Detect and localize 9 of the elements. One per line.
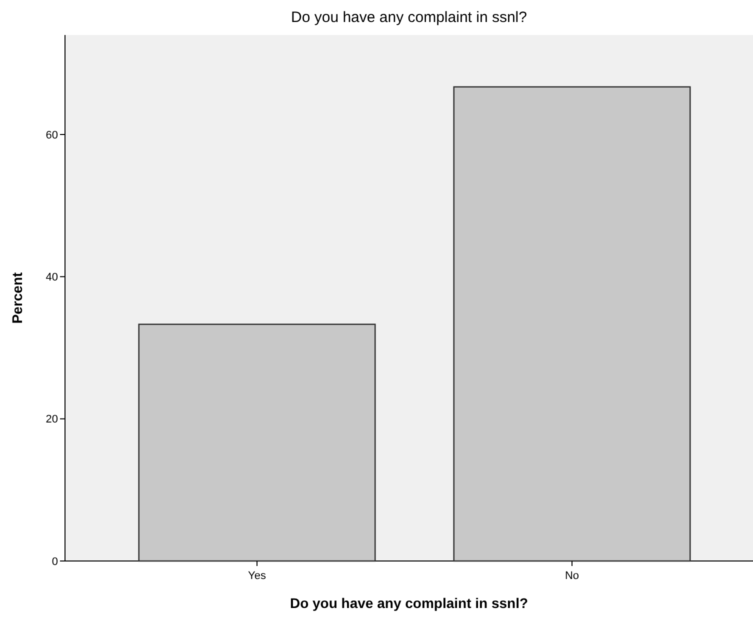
x-tick-label: No bbox=[564, 570, 580, 582]
y-tick-label: 0 bbox=[52, 556, 58, 568]
y-tick-label: 40 bbox=[46, 272, 58, 284]
x-tick-label: Yes bbox=[248, 570, 266, 582]
chart-title: Do you have any complaint in ssnl? bbox=[291, 9, 527, 26]
x-axis-title: Do you have any complaint in ssnl? bbox=[290, 595, 528, 611]
y-axis-title: Percent bbox=[9, 272, 25, 324]
y-tick-label: 20 bbox=[46, 414, 58, 426]
y-tick-label: 60 bbox=[46, 129, 58, 142]
